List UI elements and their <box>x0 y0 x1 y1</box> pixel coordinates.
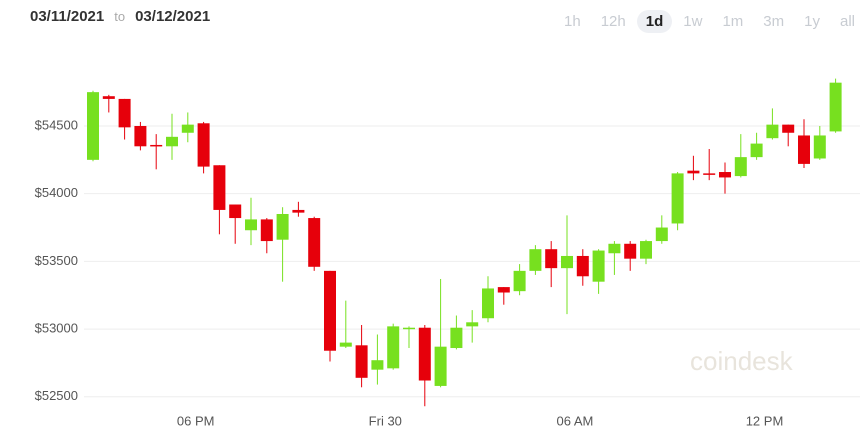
candle-body <box>134 125 147 147</box>
to-date[interactable]: 03/12/2021 <box>135 8 211 25</box>
candle-body <box>592 250 605 282</box>
candle-body <box>276 213 289 240</box>
range-button[interactable]: 1w <box>683 13 703 30</box>
candle-body <box>671 173 684 224</box>
candle-body <box>608 243 621 254</box>
candle-body <box>640 241 652 259</box>
candle-body <box>371 360 384 370</box>
candle-body <box>308 218 321 267</box>
y-tick-label: $54000 <box>35 185 78 200</box>
candle-body <box>403 327 415 330</box>
range-button[interactable]: 1m <box>722 13 744 30</box>
range-button[interactable]: all <box>839 13 855 30</box>
x-tick-label: Fri 30 <box>369 413 402 428</box>
candle-body <box>798 135 810 164</box>
candle-body <box>418 327 431 381</box>
candle-body <box>118 98 131 128</box>
to-label: to <box>114 9 126 24</box>
from-date[interactable]: 03/11/2021 <box>30 8 105 25</box>
candle-body <box>387 326 400 369</box>
candle-body <box>624 243 637 259</box>
candle-body <box>813 135 826 159</box>
candle-body <box>782 124 795 133</box>
candle-body <box>324 270 336 351</box>
candle-body <box>703 173 716 175</box>
candle-body <box>766 124 779 139</box>
candle-body <box>260 219 273 242</box>
y-tick-label: $52500 <box>35 388 78 403</box>
candle-body <box>561 255 573 269</box>
candle-body <box>687 170 700 174</box>
candle-body <box>245 219 257 231</box>
candle-body <box>197 123 210 167</box>
y-tick-label: $53500 <box>35 253 78 268</box>
candle-body <box>450 327 463 349</box>
candle-body <box>750 143 763 158</box>
candle-body <box>734 157 747 177</box>
candle-body <box>213 165 226 210</box>
candle-body <box>87 92 99 160</box>
y-tick-label: $54500 <box>35 117 78 132</box>
x-tick-label: 06 PM <box>177 413 215 428</box>
candle-body <box>497 287 510 293</box>
range-button[interactable]: 12h <box>600 13 626 30</box>
y-tick-label: $53000 <box>35 321 78 336</box>
candle-body <box>434 346 447 386</box>
candle-body <box>719 172 731 178</box>
candle-body <box>482 288 494 319</box>
candle-body <box>513 270 526 292</box>
candle-body <box>102 96 115 99</box>
candle-body <box>829 82 842 132</box>
candle-body <box>166 136 178 147</box>
candle-body <box>466 322 479 327</box>
candle-body <box>339 342 352 347</box>
x-tick-label: 12 PM <box>746 413 784 428</box>
candle-body <box>529 249 542 271</box>
candle-body <box>150 144 163 147</box>
candle-body <box>655 227 668 242</box>
range-button[interactable]: 1y <box>804 13 820 30</box>
range-button[interactable]: 1d <box>636 10 673 33</box>
candle-body <box>576 255 589 277</box>
range-button[interactable]: 1h <box>564 13 581 30</box>
watermark: coindesk <box>690 346 793 376</box>
candle-body <box>229 204 242 219</box>
candle-body <box>181 124 194 133</box>
x-tick-label: 06 AM <box>556 413 593 428</box>
date-range: 03/11/2021 to 03/12/2021 <box>30 8 210 25</box>
range-button[interactable]: 3m <box>763 13 785 30</box>
candle-body <box>355 345 368 378</box>
candle-body <box>292 209 305 213</box>
range-buttons: 1h 12h 1d 1w 1m 3m 1y all <box>555 10 864 33</box>
candle-body <box>545 249 558 269</box>
